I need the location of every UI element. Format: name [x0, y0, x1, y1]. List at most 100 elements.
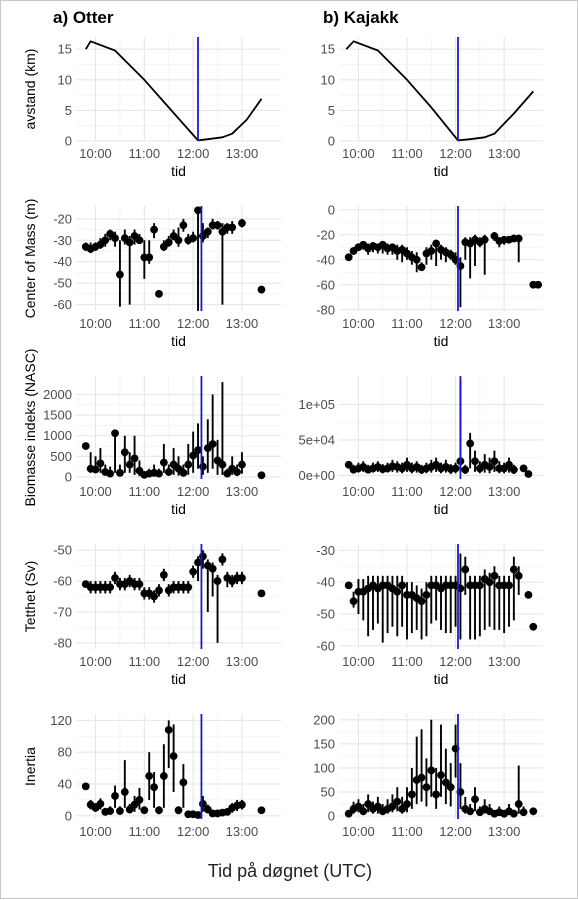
- data-point: [509, 465, 518, 474]
- data-point: [150, 592, 158, 601]
- data-point: [344, 253, 353, 262]
- x-axis-title: tid: [434, 163, 449, 179]
- data-point: [466, 439, 475, 448]
- data-point: [159, 570, 168, 579]
- data-point: [96, 459, 105, 468]
- data-point: [393, 587, 402, 596]
- x-tick-label: 11:00: [129, 484, 161, 499]
- y-axis-title: avstand (km): [22, 49, 38, 130]
- data-point: [194, 558, 202, 567]
- data-point: [145, 772, 154, 780]
- data-point: [159, 772, 168, 780]
- y-tick-label: 1500: [43, 408, 72, 423]
- y-axis-title: Inertia: [22, 747, 38, 786]
- y-tick-label: 0: [328, 809, 335, 824]
- panel-sv-otter: -80 -70 -60 -50 10:00 11:00 12:00 13:00 tid Tetth…: [22, 543, 281, 687]
- y-tick-label: -50: [53, 543, 72, 558]
- x-axis-title: tid: [434, 333, 449, 349]
- x-tick-label: 11:00: [129, 146, 161, 161]
- y-axis-title: Biomasse indeks (NASC): [22, 349, 38, 507]
- data-point: [427, 247, 436, 255]
- data-point: [164, 726, 173, 734]
- y-tick-label: -50: [316, 607, 335, 622]
- y-tick-label: 0: [65, 808, 72, 823]
- y-tick-label: -60: [316, 277, 335, 292]
- data-point: [179, 468, 188, 477]
- data-point: [417, 773, 426, 782]
- data-point: [189, 234, 198, 243]
- data-point: [238, 574, 246, 582]
- y-tick-label: -80: [316, 302, 335, 317]
- y-tick-label: -30: [316, 543, 335, 558]
- data-point: [490, 232, 499, 240]
- y-tick-label: -20: [53, 211, 72, 226]
- x-tick-label: 12:00: [177, 654, 210, 669]
- y-tick-label: -60: [53, 574, 72, 589]
- data-point: [505, 460, 513, 469]
- x-tick-label: 10:00: [79, 484, 112, 499]
- y-tick-label: -30: [53, 233, 72, 248]
- data-point: [422, 783, 431, 792]
- panel-background: [76, 714, 281, 819]
- data-point: [417, 597, 426, 606]
- data-point: [179, 778, 188, 787]
- y-tick-label: -20: [316, 227, 335, 242]
- x-axis-title: tid: [171, 163, 186, 179]
- x-tick-label: 13:00: [488, 316, 521, 331]
- data-point: [471, 457, 479, 466]
- y-tick-label: 150: [313, 736, 335, 751]
- data-point: [150, 783, 158, 792]
- data-point: [422, 591, 431, 599]
- x-tick-label: 11:00: [391, 484, 423, 499]
- data-point: [140, 806, 149, 815]
- x-tick-label: 13:00: [488, 824, 521, 839]
- data-point: [475, 581, 484, 590]
- data-point: [257, 806, 266, 815]
- panel-background: [76, 206, 281, 311]
- x-tick-label: 10:00: [342, 484, 375, 499]
- data-point: [155, 289, 163, 298]
- x-tick-label: 12:00: [439, 484, 472, 499]
- x-tick-label: 11:00: [129, 654, 161, 669]
- figure-xlabel: Tid på døgnet (UTC): [207, 861, 373, 881]
- y-tick-label: 1e+05: [298, 397, 335, 412]
- x-tick-label: 10:00: [342, 146, 375, 161]
- data-point: [208, 564, 217, 573]
- x-tick-label: 10:00: [342, 316, 375, 331]
- y-tick-label: -50: [53, 276, 72, 291]
- data-point: [471, 795, 479, 804]
- data-point: [213, 577, 222, 585]
- data-point: [417, 263, 426, 272]
- y-tick-label: -40: [316, 575, 335, 590]
- data-point: [524, 591, 533, 599]
- data-point: [427, 766, 436, 775]
- data-point: [111, 234, 119, 243]
- y-tick-label: 15: [58, 42, 72, 57]
- y-tick-label: 10: [58, 72, 72, 87]
- x-axis-title: tid: [171, 501, 186, 517]
- data-point: [120, 448, 129, 457]
- panel-com-kajakk: -80 -60 -40 -20 0 10:00 11:00 12:00 13:00 tid: [316, 202, 543, 349]
- data-point: [529, 807, 538, 816]
- data-point: [519, 464, 528, 473]
- column-title-right: b) Kajakk: [323, 8, 399, 27]
- data-point: [145, 253, 154, 262]
- data-point: [174, 806, 183, 815]
- data-point: [441, 778, 450, 787]
- data-point: [155, 806, 163, 815]
- y-tick-label: 80: [58, 745, 72, 760]
- data-point: [437, 771, 445, 780]
- data-point: [344, 809, 353, 818]
- data-point: [398, 804, 407, 813]
- data-point: [218, 555, 227, 564]
- data-point: [509, 809, 518, 818]
- x-tick-label: 13:00: [226, 654, 259, 669]
- panel-inertia-kajakk: 0 50 100 150 200 10:00 11:00 12:00 13:00: [313, 712, 543, 839]
- y-tick-label: 500: [50, 449, 72, 464]
- panel-com-otter: -60 -50 -40 -30 -20 10:00 11:00 12:00 13:00 tid Ce…: [22, 199, 281, 349]
- x-tick-label: 12:00: [439, 654, 472, 669]
- x-tick-label: 11:00: [129, 824, 161, 839]
- data-point: [514, 800, 523, 808]
